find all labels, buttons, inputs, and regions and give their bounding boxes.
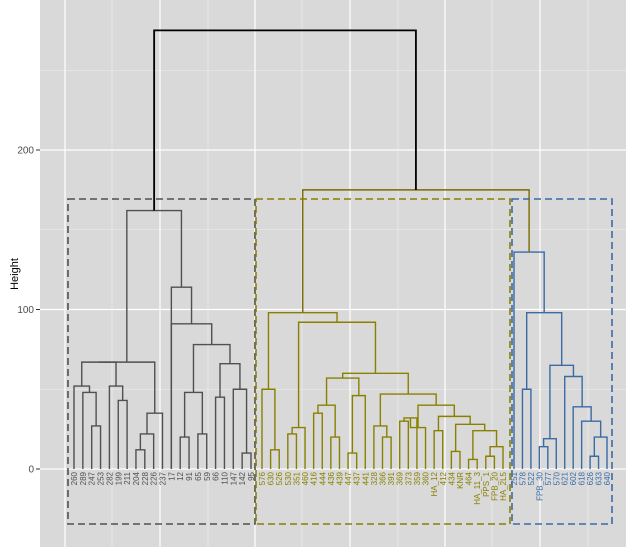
leaf-label: 434 — [447, 471, 456, 485]
leaf-label: 366 — [379, 471, 388, 485]
leaf-label: 640 — [603, 471, 612, 485]
leaf-label: 95 — [247, 471, 256, 480]
dendrogram-branch — [153, 29, 417, 211]
leaf-label: FPB_30 — [535, 471, 544, 500]
leaf-label: FPB_20 — [490, 471, 499, 500]
leaf-label: 204 — [132, 471, 141, 485]
leaf-label: 577 — [544, 471, 553, 485]
leaf-label: 460 — [301, 471, 310, 485]
leaf-label: 618 — [578, 471, 587, 485]
leaf-label: 237 — [159, 471, 168, 485]
leaf-label: 570 — [552, 471, 561, 485]
leaf-label: HA_12 — [430, 471, 439, 496]
leaf-label: 228 — [141, 471, 150, 485]
leaf-label: 226 — [150, 471, 159, 485]
y-axis-title: Height — [9, 258, 21, 290]
y-tick-label: 100 — [17, 305, 34, 316]
cluster-box-blue — [511, 198, 613, 525]
leaf-label: 91 — [185, 471, 194, 480]
leaf-label: 65 — [194, 471, 203, 480]
leaf-label: 142 — [238, 471, 247, 485]
leaf-label: 447 — [344, 471, 353, 485]
leaf-label: 621 — [561, 471, 570, 485]
leaf-label: 211 — [123, 471, 132, 484]
leaf-label: 66 — [212, 471, 221, 480]
y-tick-label: 0 — [28, 465, 34, 476]
cluster-box-olive — [255, 198, 511, 525]
leaf-label: 437 — [353, 471, 362, 485]
leaf-label: 576 — [258, 471, 267, 485]
leaf-label: 251 — [510, 471, 519, 485]
leaf-label: 59 — [203, 471, 212, 480]
y-tick-label: 200 — [17, 146, 34, 157]
leaf-label: 351 — [292, 471, 301, 485]
leaf-label: 464 — [465, 471, 474, 485]
leaf-label: 578 — [518, 471, 527, 485]
leaf-label: 253 — [97, 471, 106, 485]
leaf-label: 12 — [176, 471, 185, 480]
leaf-label: HA_2L5 — [499, 471, 508, 500]
leaf-label: 260 — [70, 471, 79, 485]
leaf-label: 373 — [404, 471, 413, 485]
y-axis: 0 100 200 — [17, 146, 40, 476]
leaf-label: 441 — [361, 471, 370, 485]
leaf-label: PPS_1 — [482, 471, 491, 496]
leaf-label: 147 — [229, 471, 238, 485]
leaf-label: 526 — [275, 471, 284, 485]
leaf-label: 602 — [569, 471, 578, 485]
dendrogram-branch — [98, 361, 156, 414]
leaf-label: 282 — [105, 471, 114, 485]
leaf-label: KNR — [456, 472, 465, 489]
leaf-label: 626 — [586, 471, 595, 485]
leaf-label: 630 — [267, 471, 276, 485]
grid-lines — [40, 0, 626, 547]
leaf-label: HA_11_3 — [473, 471, 482, 504]
leaf-label: 110 — [220, 471, 229, 484]
leaf-label: 328 — [370, 471, 379, 485]
panel-background — [40, 0, 626, 547]
leaf-label: 199 — [114, 471, 123, 485]
leaf-label: 530 — [284, 471, 293, 485]
leaf-label: 439 — [335, 471, 344, 485]
leaf-label: 247 — [88, 471, 97, 485]
leaf-label: 633 — [595, 471, 604, 485]
leaf-label: 412 — [439, 471, 448, 485]
leaf-label: 369 — [396, 471, 405, 485]
leaf-label: 522 — [527, 471, 536, 485]
cluster-box-gray — [67, 198, 256, 525]
dendrogram-branches — [73, 29, 608, 469]
leaf-label: 17 — [167, 471, 176, 480]
cluster-boxes — [67, 198, 613, 525]
leaf-label: 436 — [327, 471, 336, 485]
leaf-label: 289 — [79, 471, 88, 485]
leaf-label: 360 — [422, 471, 431, 485]
leaf-label: 391 — [387, 471, 396, 485]
leaf-label: 416 — [310, 471, 319, 485]
leaf-labels: 260 289 247 253 282 199 211 204 228 226 237 17 12 91 6… — [70, 471, 612, 504]
dendrogram-branch — [81, 361, 117, 387]
leaf-label: 359 — [413, 471, 422, 485]
leaf-label: 444 — [318, 471, 327, 485]
